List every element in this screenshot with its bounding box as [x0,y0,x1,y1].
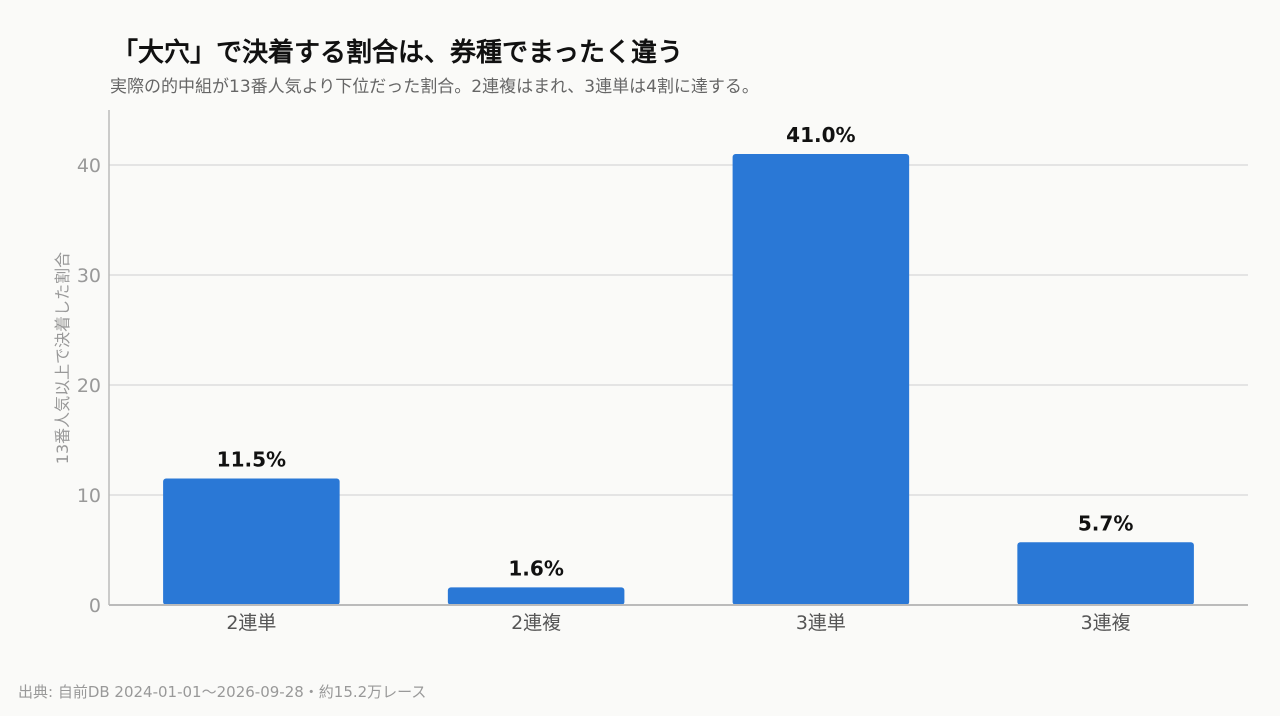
data-label: 11.5% [217,448,286,472]
y-tick-label: 0 [89,595,101,617]
chart-title: 「大穴」で決着する割合は、券種でまったく違う [112,38,683,68]
bar [163,478,340,605]
bar [732,154,910,605]
y-tick-label: 30 [77,265,101,287]
data-label: 1.6% [508,556,563,580]
y-tick-label: 10 [77,485,101,507]
x-tick-label: 3連複 [1081,612,1131,634]
data-labels: 11.5% 1.6% 41.0% 5.7% [217,123,1134,580]
bars [163,154,1194,605]
bar [447,587,625,605]
chart-subtitle: 実際の的中組が13番人気より下位だった割合。2連複はまれ、3連単は4割に達する。 [110,77,759,97]
bar [1017,542,1194,605]
y-tick-label: 20 [77,375,101,397]
data-label: 41.0% [786,123,855,147]
x-tick-label: 2連単 [226,612,276,634]
y-tick-label: 40 [77,155,101,177]
x-tick-label: 3連単 [796,612,846,634]
axes: 0 10 20 30 40 2連単 2連複 3連単 3連複 [77,110,1248,634]
x-tick-label: 2連複 [511,612,561,634]
source-note: 出典: 自前DB 2024-01-01〜2026-09-28・約15.2万レース [18,683,427,701]
data-label: 5.7% [1078,511,1133,535]
grid-lines [109,164,1248,496]
y-axis-label: 13番人気以上で決着した割合 [53,252,72,464]
